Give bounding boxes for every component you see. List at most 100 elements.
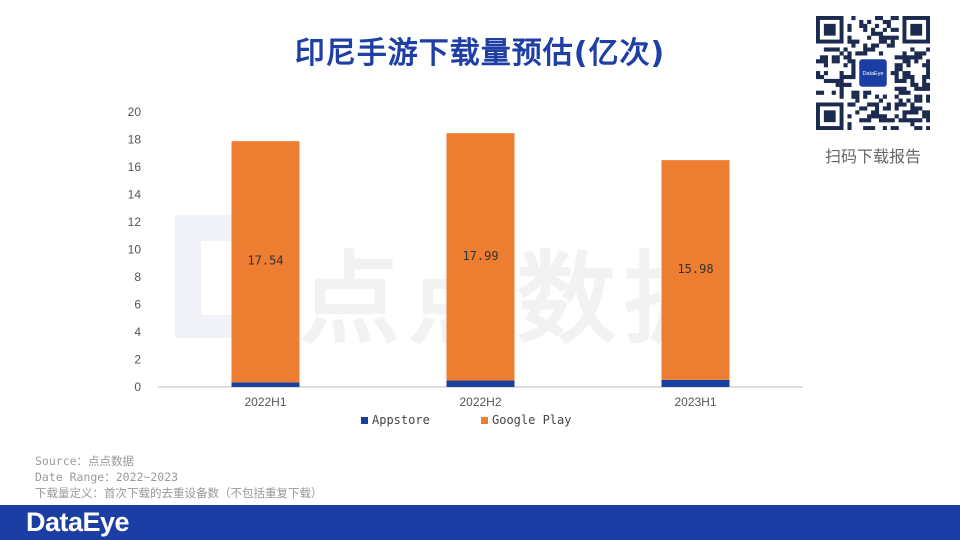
qr-module <box>914 106 919 111</box>
qr-module <box>831 90 836 95</box>
qr-module <box>926 114 931 119</box>
qr-module <box>894 86 899 91</box>
qr-module <box>926 94 931 99</box>
qr-module <box>898 98 903 103</box>
qr-module <box>867 102 872 107</box>
qr-module <box>851 90 856 95</box>
qr-center-logo-icon <box>859 59 887 87</box>
qr-module <box>878 118 884 123</box>
qr-module <box>819 74 825 80</box>
qr-code[interactable]: DataEye <box>816 16 931 131</box>
y-tick-label: 8 <box>134 270 141 284</box>
qr-module <box>847 39 852 44</box>
qr-module <box>926 86 931 91</box>
qr-module <box>827 78 832 84</box>
legend-item-google-play[interactable]: Google Play <box>481 413 571 427</box>
qr-module <box>910 74 915 80</box>
qr-module <box>918 94 923 99</box>
qr-module <box>890 16 895 21</box>
qr-module <box>914 82 919 87</box>
qr-module <box>914 55 919 60</box>
qr-module <box>914 86 919 91</box>
qr-module <box>886 106 891 111</box>
qr-module <box>906 71 911 76</box>
dataeye-logo[interactable]: DataEye <box>26 507 130 537</box>
qr-module <box>839 82 844 87</box>
qr-module <box>831 47 836 52</box>
qr-module <box>882 126 887 131</box>
y-tick-label: 2 <box>134 353 141 367</box>
qr-module <box>914 126 919 131</box>
qr-module <box>902 55 907 60</box>
qr-module <box>867 118 872 123</box>
qr-module <box>914 59 919 64</box>
qr-module <box>906 90 911 95</box>
qr-module <box>863 94 868 99</box>
qr-finder-inner <box>910 23 923 36</box>
qr-module <box>886 102 891 107</box>
qr-module <box>906 59 911 64</box>
qr-module <box>851 71 856 76</box>
qr-module <box>914 118 919 123</box>
data-label: 17.54 <box>247 254 283 268</box>
qr-module <box>851 39 856 44</box>
qr-module <box>839 51 844 56</box>
qr-module <box>823 63 828 68</box>
qr-code-image: DataEye <box>816 16 931 131</box>
qr-module <box>816 90 821 95</box>
legend-label-google-play: Google Play <box>492 413 572 427</box>
qr-center-label: DataEye <box>862 71 883 77</box>
legend-swatch-google-play <box>481 416 488 424</box>
y-tick-label: 12 <box>128 215 142 229</box>
qr-module <box>894 126 899 131</box>
legend-item-appstore[interactable]: Appstore <box>361 413 430 427</box>
qr-module <box>918 98 923 103</box>
qr-module <box>835 78 840 84</box>
qr-module <box>878 39 884 44</box>
x-tick-label: 2022H1 <box>244 395 286 409</box>
qr-module <box>882 118 887 123</box>
qr-module <box>922 110 927 115</box>
qr-module <box>882 106 887 111</box>
qr-module <box>914 98 919 103</box>
qr-module <box>922 74 927 80</box>
bar-google-play-2022h2 <box>446 133 515 381</box>
qr-module <box>871 110 876 115</box>
qr-module <box>847 59 852 64</box>
qr-module <box>863 126 868 131</box>
qr-module <box>894 55 899 60</box>
qr-module <box>882 27 887 32</box>
qr-module <box>910 106 915 111</box>
qr-module <box>882 19 887 25</box>
qr-module <box>874 31 880 36</box>
y-tick-label: 0 <box>134 380 141 394</box>
qr-module <box>867 126 872 131</box>
qr-finder-inner <box>823 110 836 123</box>
qr-module <box>898 90 903 95</box>
qr-module <box>914 110 919 115</box>
qr-module <box>831 78 836 84</box>
qr-module <box>922 114 927 119</box>
qr-module <box>843 55 848 60</box>
data-label: 15.98 <box>677 262 713 276</box>
data-label: 17.99 <box>462 249 498 263</box>
qr-module <box>902 71 907 76</box>
qr-module <box>874 110 880 115</box>
qr-module <box>878 31 884 36</box>
qr-module <box>890 35 895 40</box>
qr-module <box>898 63 903 68</box>
legend-label-appstore: Appstore <box>372 413 430 427</box>
qr-module <box>859 23 864 28</box>
qr-module <box>863 90 868 95</box>
qr-module <box>902 86 907 91</box>
bar-google-play-2023h1 <box>661 160 730 380</box>
qr-module <box>827 47 832 52</box>
qr-module <box>898 86 903 91</box>
qr-module <box>902 74 907 80</box>
qr-module <box>855 94 860 99</box>
qr-module <box>906 55 911 60</box>
qr-module <box>922 78 927 84</box>
qr-module <box>890 43 895 48</box>
qr-module <box>874 106 880 111</box>
